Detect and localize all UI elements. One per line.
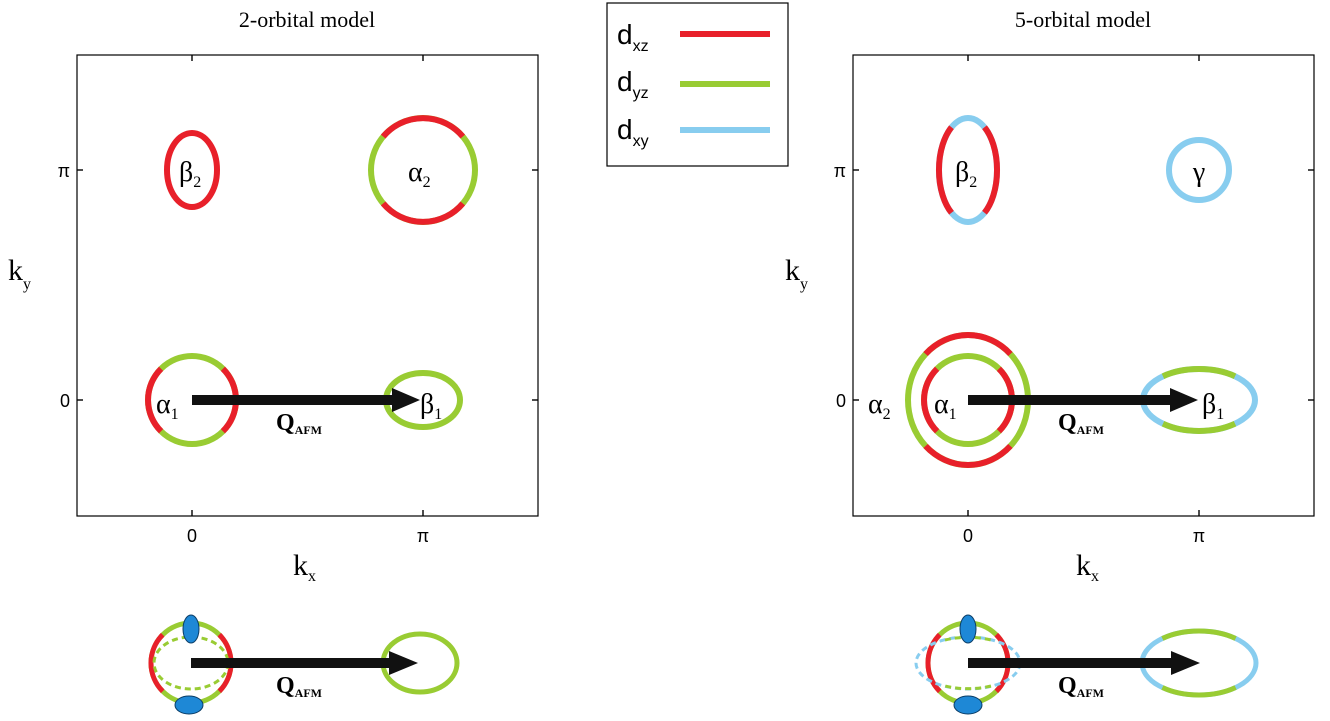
- left-alpha2-pocket: [368, 115, 478, 225]
- left-xtick-0: 0: [187, 526, 197, 546]
- left-q-label: QAFM: [276, 410, 322, 437]
- right-ylabel: ky: [785, 254, 808, 293]
- right-ytick-pi: π: [834, 161, 846, 181]
- right-panel-title: 5-orbital model: [1015, 7, 1151, 32]
- bottom-left-q-arrow: [191, 651, 418, 675]
- right-beta2-pocket: [936, 115, 1000, 225]
- right-beta1-label: β1: [1202, 389, 1224, 423]
- bottom-left-top-lobe: [182, 614, 200, 644]
- left-plot-frame: [76, 54, 539, 517]
- right-alpha1-label: α1: [934, 389, 957, 423]
- left-beta1-label: β1: [420, 389, 442, 423]
- right-gamma-label: γ: [1192, 157, 1205, 188]
- right-ticks: [853, 55, 1314, 516]
- left-alpha2-label: α2: [408, 157, 431, 191]
- right-ytick-0: 0: [836, 391, 846, 411]
- legend-label-dxy: dxy: [617, 114, 649, 150]
- left-ytick-0: 0: [60, 391, 70, 411]
- bottom-left-schematic: QAFM: [148, 614, 460, 715]
- right-plot-frame: [852, 54, 1315, 517]
- left-beta2-label: β2: [179, 157, 201, 191]
- right-beta2-label: β2: [955, 157, 977, 191]
- left-xlabel: kx: [293, 549, 316, 585]
- right-xtick-pi: π: [1193, 526, 1205, 546]
- bottom-right-q-arrow: [968, 651, 1200, 675]
- bottom-left-bottom-lobe: [174, 695, 204, 715]
- legend-label-dxz: dxz: [617, 19, 649, 55]
- left-beta2-pocket: [164, 130, 220, 210]
- right-xtick-0: 0: [963, 526, 973, 546]
- left-ticks: [77, 55, 538, 516]
- left-alpha1-label: α1: [156, 389, 179, 423]
- bottom-right-schematic: QAFM: [914, 614, 1259, 715]
- left-ylabel: ky: [8, 254, 31, 293]
- bottom-left-q-label: QAFM: [276, 673, 322, 700]
- right-alpha2-label: α2: [868, 389, 891, 423]
- bottom-right-q-label: QAFM: [1058, 673, 1104, 700]
- left-ytick-pi: π: [58, 161, 70, 181]
- bottom-right-bottom-lobe: [953, 695, 983, 715]
- right-xlabel: kx: [1076, 549, 1099, 585]
- bottom-right-top-lobe: [959, 614, 977, 644]
- right-q-arrow: [968, 388, 1198, 412]
- right-gamma-pocket: [1166, 137, 1232, 203]
- left-xtick-pi: π: [417, 526, 429, 546]
- left-q-arrow: [192, 388, 420, 412]
- right-panel: 5-orbital model π 0 0 π kx ky β2 γ: [785, 7, 1315, 585]
- legend-label-dyz: dyz: [617, 66, 649, 102]
- legend: dxz dyz dxy: [606, 2, 789, 167]
- left-panel: 2-orbital model π 0 0 π kx ky β2 α2: [8, 7, 539, 585]
- right-q-label: QAFM: [1058, 410, 1104, 437]
- left-panel-title: 2-orbital model: [239, 7, 375, 32]
